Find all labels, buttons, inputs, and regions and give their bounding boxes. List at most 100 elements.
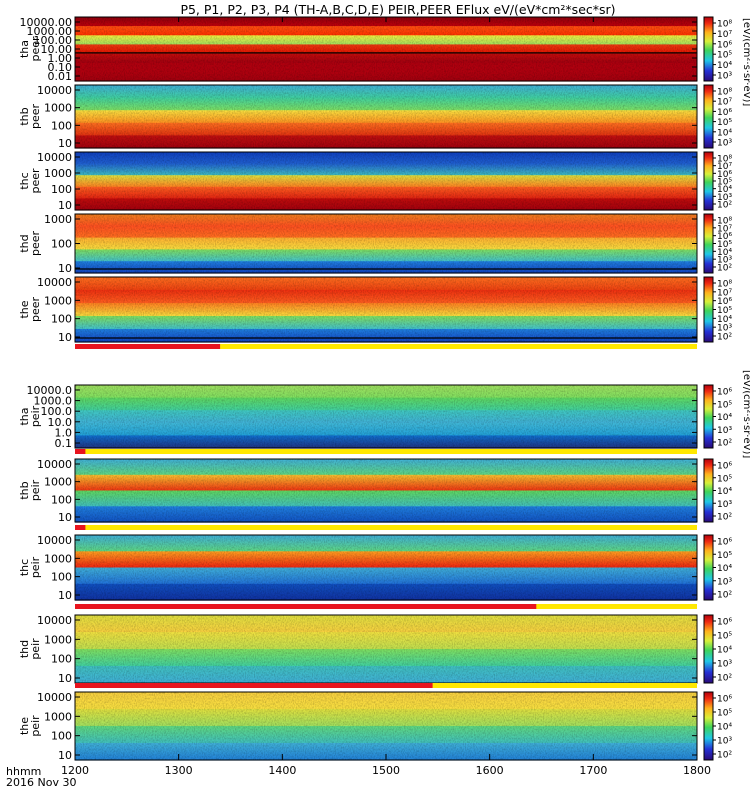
y-tick-label: 100 <box>51 183 72 196</box>
colorbar-tick-label: 10⁷ <box>717 162 732 172</box>
colorbar-tick-label: 10⁶ <box>717 538 732 548</box>
panel-frame <box>74 534 698 601</box>
y-tick-label: 100 <box>51 119 72 132</box>
colorbar-tick-label: 10³ <box>717 500 732 510</box>
colorbar-tick-label: 10² <box>717 439 732 449</box>
y-tick-label: 100 <box>51 238 72 251</box>
noise-texture <box>75 214 697 273</box>
panel-frame <box>74 458 698 523</box>
y-tick-label: 100 <box>51 571 72 584</box>
colorbar-tick-label: 10⁵ <box>717 178 732 188</box>
flag-bar-bad <box>75 604 537 609</box>
y-tick-label: 10000.0 <box>27 384 73 397</box>
flag-bar-bad <box>75 525 86 530</box>
y-tick-label: 10000 <box>37 458 72 471</box>
colorbar-tick-label: 10⁷ <box>717 288 732 298</box>
y-tick-label: 10 <box>58 672 72 685</box>
x-tick-label: 1400 <box>268 764 296 777</box>
colorbar-tick-label: 10³ <box>717 660 732 670</box>
y-tick-label: 10000 <box>37 276 72 289</box>
colorbar-tick-label: 10⁴ <box>717 646 732 656</box>
colorbar-tick-label: 10⁵ <box>717 551 732 561</box>
y-tick-label: 1000 <box>44 710 72 723</box>
y-tick-label: 1000 <box>44 294 72 307</box>
y-tick-label: 10.00 <box>41 43 73 56</box>
colorbar-tick-label: 10⁶ <box>717 388 732 398</box>
panel-label: thc <box>18 172 31 189</box>
time-axis: 1200 1300 1400 1500 1600 1700 1800 <box>61 17 711 777</box>
noise-texture <box>75 692 697 760</box>
x-tick-label: 1700 <box>579 764 607 777</box>
y-tick-label: 100 <box>51 730 72 743</box>
panel-label: peir <box>29 405 42 427</box>
y-tick-label: 10000 <box>37 614 72 627</box>
panel-label: thc <box>18 559 31 576</box>
colorbar-tick-label: 10³ <box>717 72 732 82</box>
y-tick-label: 100.00 <box>34 34 73 47</box>
colorbar-tick-label: 10² <box>717 751 732 761</box>
noise-texture <box>75 17 697 81</box>
colorbar-tick-label: 10⁴ <box>717 185 732 195</box>
y-tick-label: 10 <box>58 749 72 762</box>
date-label: 2016 Nov 30 <box>6 776 76 789</box>
colorbar-tick-label: 10⁵ <box>717 118 732 128</box>
colorbar-tick-label: 10² <box>717 264 732 274</box>
colorbar-tick-label: 10³ <box>717 737 732 747</box>
panel-label: the <box>18 717 31 735</box>
y-tick-label: 1000 <box>44 552 72 565</box>
panel-label: peir <box>29 638 42 660</box>
y-tick-label: 0.1 <box>55 437 73 450</box>
noise-texture <box>75 535 697 600</box>
colorbar-tick-label: 10³ <box>717 256 732 266</box>
colorbar-tick-label: 10⁵ <box>717 400 732 410</box>
y-tick-label: 10000 <box>37 151 72 164</box>
colorbar-tick-label: 10⁵ <box>717 51 732 61</box>
y-tick-label: 100 <box>51 493 72 506</box>
colorbar-tick-label: 10⁶ <box>717 40 732 50</box>
y-tick-label: 100 <box>51 653 72 666</box>
y-tick-label: 1000 <box>44 476 72 489</box>
colorbar-tick-label: 10² <box>717 513 732 523</box>
colorbar-tick-label: 10⁴ <box>717 315 732 325</box>
x-tick-label: 1600 <box>476 764 504 777</box>
colorbar-tick-label: 10⁶ <box>717 618 732 628</box>
colorbar <box>703 16 714 82</box>
y-tick-label: 10000 <box>37 534 72 547</box>
panel-label: thb <box>18 481 31 499</box>
colorbar-unit-label-bottom: [eV/(cm²·s·sr·eV)] <box>741 370 750 458</box>
x-tick-label: 1800 <box>683 764 711 777</box>
colorbar-tick-label: 10² <box>717 333 732 343</box>
colorbar-tick-label: 10⁷ <box>717 224 732 234</box>
y-tick-label: 1000 <box>44 167 72 180</box>
colorbar-tick-label: 10² <box>717 674 732 684</box>
y-tick-label: 100 <box>51 313 72 326</box>
x-tick-label: 1500 <box>372 764 400 777</box>
noise-texture <box>75 85 697 148</box>
colorbar-tick-label: 10³ <box>717 426 732 436</box>
colorbar-tick-label: 10⁴ <box>717 487 732 497</box>
panel-frame <box>74 151 698 211</box>
colorbar-tick-label: 10⁴ <box>717 248 732 258</box>
colorbar-tick-label: 10⁵ <box>717 474 732 484</box>
colorbar <box>703 534 714 601</box>
colorbar-tick-label: 10⁵ <box>717 306 732 316</box>
colorbar-tick-label: 10⁷ <box>717 30 732 40</box>
colorbar-tick-label: 10⁴ <box>717 61 732 71</box>
colorbar-tick-label: 10² <box>717 201 732 211</box>
colorbar-tick-label: 10⁷ <box>717 98 732 108</box>
noise-texture <box>75 615 697 683</box>
colorbar-tick-label: 10⁸ <box>717 217 732 227</box>
colorbar <box>703 276 714 343</box>
y-tick-label: 1000 <box>44 633 72 646</box>
colorbar <box>703 151 714 211</box>
y-tick-label: 10 <box>58 262 72 275</box>
noise-texture <box>75 385 697 448</box>
y-tick-label: 10000 <box>37 691 72 704</box>
y-tick-label: 10 <box>58 331 72 344</box>
figure-title: P5, P1, P2, P3, P4 (TH-A,B,C,D,E) PEIR,P… <box>180 2 615 17</box>
